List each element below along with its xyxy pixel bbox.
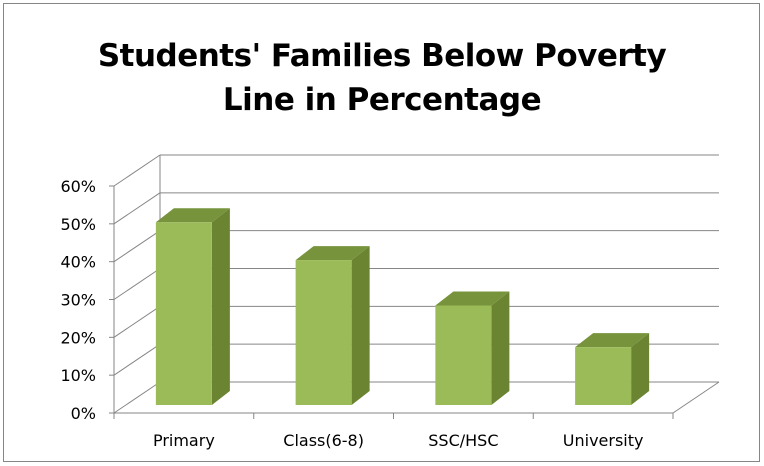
bar-top-3: [575, 333, 650, 348]
floor-right-edge: [672, 381, 720, 414]
x-tick-label-0: Primary: [153, 431, 215, 450]
bar-side-2: [491, 291, 510, 405]
x-tick-label-1: Class(6-8): [283, 431, 364, 450]
gridline-side-3: [113, 268, 161, 300]
y-tick-label-1: 10%: [60, 366, 96, 385]
chart-title-line-1: Students' Families Below Poverty: [97, 38, 667, 74]
y-tick-label-6: 60%: [60, 177, 96, 196]
gridline-side-4: [113, 230, 161, 263]
gridline-side-5: [113, 192, 161, 225]
bar-1: [295, 260, 352, 405]
bar-side-3: [631, 333, 650, 405]
y-tick-label-3: 30%: [60, 291, 96, 310]
bar-0: [155, 222, 212, 405]
bar-side-0: [211, 208, 230, 405]
y-tick-label-2: 20%: [60, 328, 96, 347]
gridline-side-1: [113, 343, 161, 376]
gridline-side-2: [113, 305, 161, 338]
bar-top-1: [295, 246, 370, 261]
chart-title-line-2: Line in Percentage: [222, 82, 542, 118]
gridline-side-6: [113, 154, 161, 187]
bar-side-1: [351, 246, 370, 405]
chart-title: Students' Families Below Poverty Line in…: [0, 34, 764, 122]
y-tick-label-5: 50%: [60, 215, 96, 234]
bar-2: [435, 305, 492, 405]
y-tick-label-4: 40%: [60, 253, 96, 272]
x-tick-label-3: University: [563, 431, 644, 450]
y-tick-label-0: 0%: [71, 404, 96, 423]
bar-top-0: [155, 208, 230, 223]
x-tick-label-2: SSC/HSC: [428, 431, 498, 450]
bar-top-2: [435, 291, 510, 306]
bar-3: [575, 347, 632, 405]
gridline-side-0: [113, 381, 161, 414]
